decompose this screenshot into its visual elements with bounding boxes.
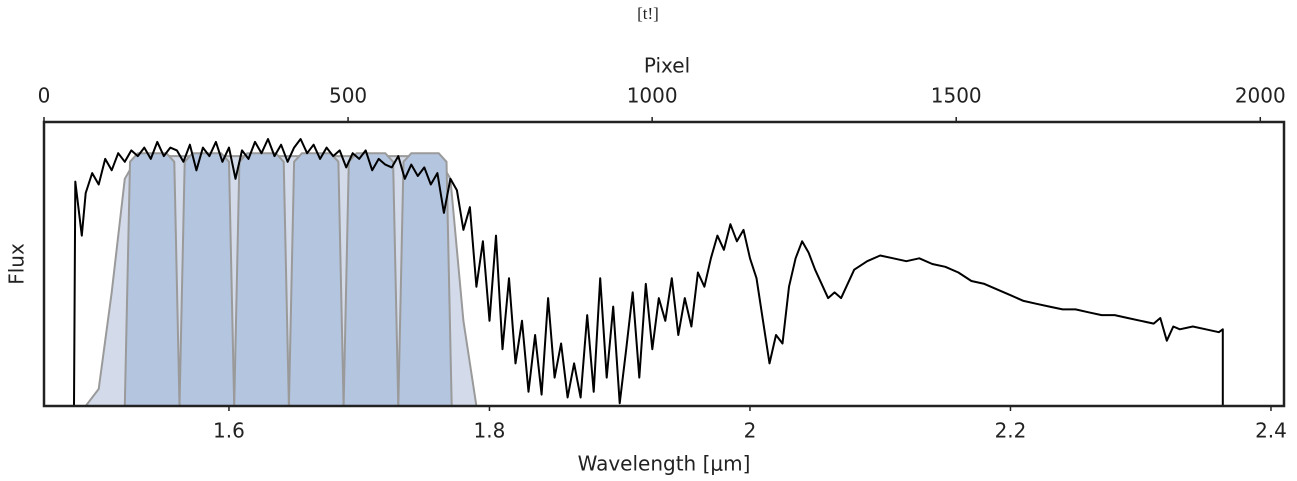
spectrum-line: [73, 138, 1224, 407]
x-tick-label: 1.8: [474, 419, 506, 443]
x-tick-label: 2: [744, 419, 757, 443]
x2-tick-label: 1500: [931, 84, 982, 108]
x2-tick-label: 500: [329, 84, 367, 108]
x2-tick-label: 1000: [627, 84, 678, 108]
x2-axis-label: Pixel: [644, 54, 690, 78]
x-tick-label: 2.4: [1255, 419, 1287, 443]
filter-area: [342, 152, 400, 407]
filter-area: [397, 152, 453, 407]
y-axis-label: Flux: [5, 243, 29, 285]
filter-area: [178, 152, 236, 407]
plot-frame: [42, 120, 1286, 408]
x-tick-label: 1.6: [213, 419, 245, 443]
x2-tick-label: 2000: [1235, 84, 1286, 108]
x2-tick-label: 0: [38, 84, 51, 108]
filter-area: [233, 152, 290, 407]
filter-area: [287, 152, 345, 407]
x-tick-label: 2.2: [995, 419, 1027, 443]
chart-title: [t!]: [637, 4, 659, 23]
filter-area: [123, 152, 181, 407]
x-axis-label: Wavelength [μm]: [578, 452, 751, 476]
